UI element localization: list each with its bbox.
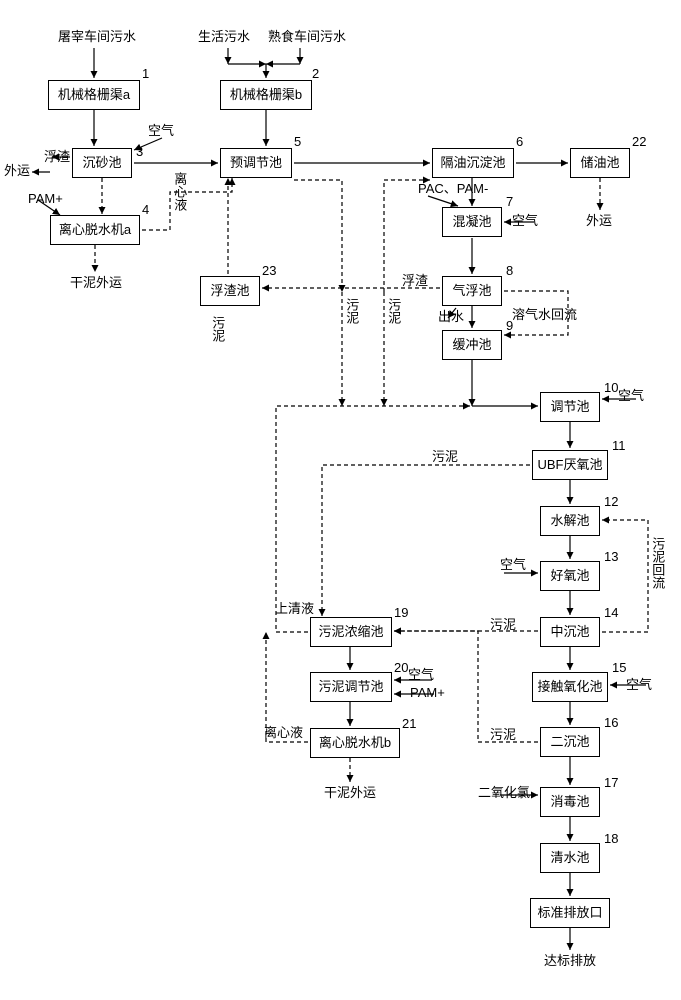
- air-20: 空气: [408, 668, 434, 682]
- num-23: 23: [262, 263, 276, 278]
- dissair-8: 溶气水回流: [512, 308, 577, 322]
- num-10: 10: [604, 380, 618, 395]
- num-18: 18: [604, 831, 618, 846]
- num-1: 1: [142, 66, 149, 81]
- node-18: 清水池: [540, 843, 600, 873]
- num-14: 14: [604, 605, 618, 620]
- num-8: 8: [506, 263, 513, 278]
- num-12: 12: [604, 494, 618, 509]
- num-7: 7: [506, 194, 513, 209]
- supern-19: 上清液: [275, 602, 314, 616]
- num-20: 20: [394, 660, 408, 675]
- node-1: 机械格栅渠a: [48, 80, 140, 110]
- num-13: 13: [604, 549, 618, 564]
- num-4: 4: [142, 202, 149, 217]
- clo2: 二氧化氯: [478, 786, 530, 800]
- node-22: 储油池: [570, 148, 630, 178]
- drymud-21: 干泥外运: [324, 786, 376, 800]
- node-23: 浮渣池: [200, 276, 260, 306]
- pam-20: PAM+: [410, 686, 445, 700]
- num-21: 21: [402, 716, 416, 731]
- centrate-4: 离心液: [172, 172, 186, 211]
- std-discharge: 达标排放: [544, 954, 596, 968]
- centrate-21: 离心液: [264, 726, 303, 740]
- air-15: 空气: [626, 678, 652, 692]
- source-slaughter: 屠宰车间污水: [58, 30, 136, 44]
- node-5: 预调节池: [220, 148, 292, 178]
- pam-4: PAM+: [28, 192, 63, 206]
- node-2: 机械格栅渠b: [220, 80, 312, 110]
- num-2: 2: [312, 66, 319, 81]
- node-15: 接触氧化池: [532, 672, 608, 702]
- node-12: 水解池: [540, 506, 600, 536]
- outflow-8: 出水: [438, 310, 464, 324]
- num-5: 5: [294, 134, 301, 149]
- node-19: 污泥浓缩池: [310, 617, 392, 647]
- sludge-14: 污泥: [490, 618, 516, 632]
- drymud-4: 干泥外运: [70, 276, 122, 290]
- node-13: 好氧池: [540, 561, 600, 591]
- source-cooked: 熟食车间污水: [268, 30, 346, 44]
- float-3: 浮渣: [44, 150, 70, 164]
- num-22: 22: [632, 134, 646, 149]
- node-4: 离心脱水机a: [50, 215, 140, 245]
- num-16: 16: [604, 715, 618, 730]
- node-16: 二沉池: [540, 727, 600, 757]
- source-domestic: 生活污水: [198, 30, 250, 44]
- sludge-16: 污泥: [490, 728, 516, 742]
- num-15: 15: [612, 660, 626, 675]
- node-11: UBF厌氧池: [532, 450, 608, 480]
- air-10: 空气: [618, 389, 644, 403]
- sludge-5a: 污泥: [344, 298, 358, 324]
- node-10: 调节池: [540, 392, 600, 422]
- num-17: 17: [604, 775, 618, 790]
- node-3: 沉砂池: [72, 148, 132, 178]
- num-19: 19: [394, 605, 408, 620]
- sludge-23: 污泥: [210, 316, 224, 342]
- air-3: 空气: [148, 124, 174, 138]
- node-17: 消毒池: [540, 787, 600, 817]
- float-8: 浮渣: [402, 274, 428, 288]
- node-9: 缓冲池: [442, 330, 502, 360]
- num-3: 3: [136, 144, 143, 159]
- num-11: 11: [612, 438, 626, 453]
- export-3: 外运: [4, 164, 30, 178]
- air-7: 空气: [512, 214, 538, 228]
- node-6: 隔油沉淀池: [432, 148, 514, 178]
- pacpam-7: PAC、PAM-: [418, 182, 488, 196]
- node-8: 气浮池: [442, 276, 502, 306]
- node-7: 混凝池: [442, 207, 502, 237]
- num-6: 6: [516, 134, 523, 149]
- node-20: 污泥调节池: [310, 672, 392, 702]
- sludge-5b: 污泥: [386, 298, 400, 324]
- export-22: 外运: [586, 214, 612, 228]
- node-out: 标准排放口: [530, 898, 610, 928]
- node-14: 中沉池: [540, 617, 600, 647]
- sludge-11: 污泥: [432, 450, 458, 464]
- sludge-return: 污泥回流: [650, 537, 664, 589]
- air-13: 空气: [500, 558, 526, 572]
- node-21: 离心脱水机b: [310, 728, 400, 758]
